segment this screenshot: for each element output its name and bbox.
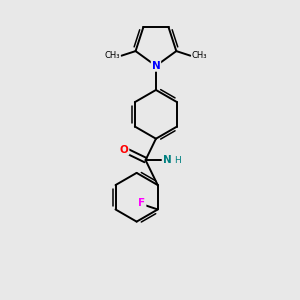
Text: CH₃: CH₃ bbox=[192, 51, 207, 60]
Text: CH₃: CH₃ bbox=[104, 51, 120, 60]
Text: F: F bbox=[138, 199, 146, 208]
Text: O: O bbox=[120, 145, 128, 155]
Text: N: N bbox=[152, 61, 160, 71]
Text: H: H bbox=[174, 156, 181, 165]
Text: N: N bbox=[163, 155, 171, 165]
